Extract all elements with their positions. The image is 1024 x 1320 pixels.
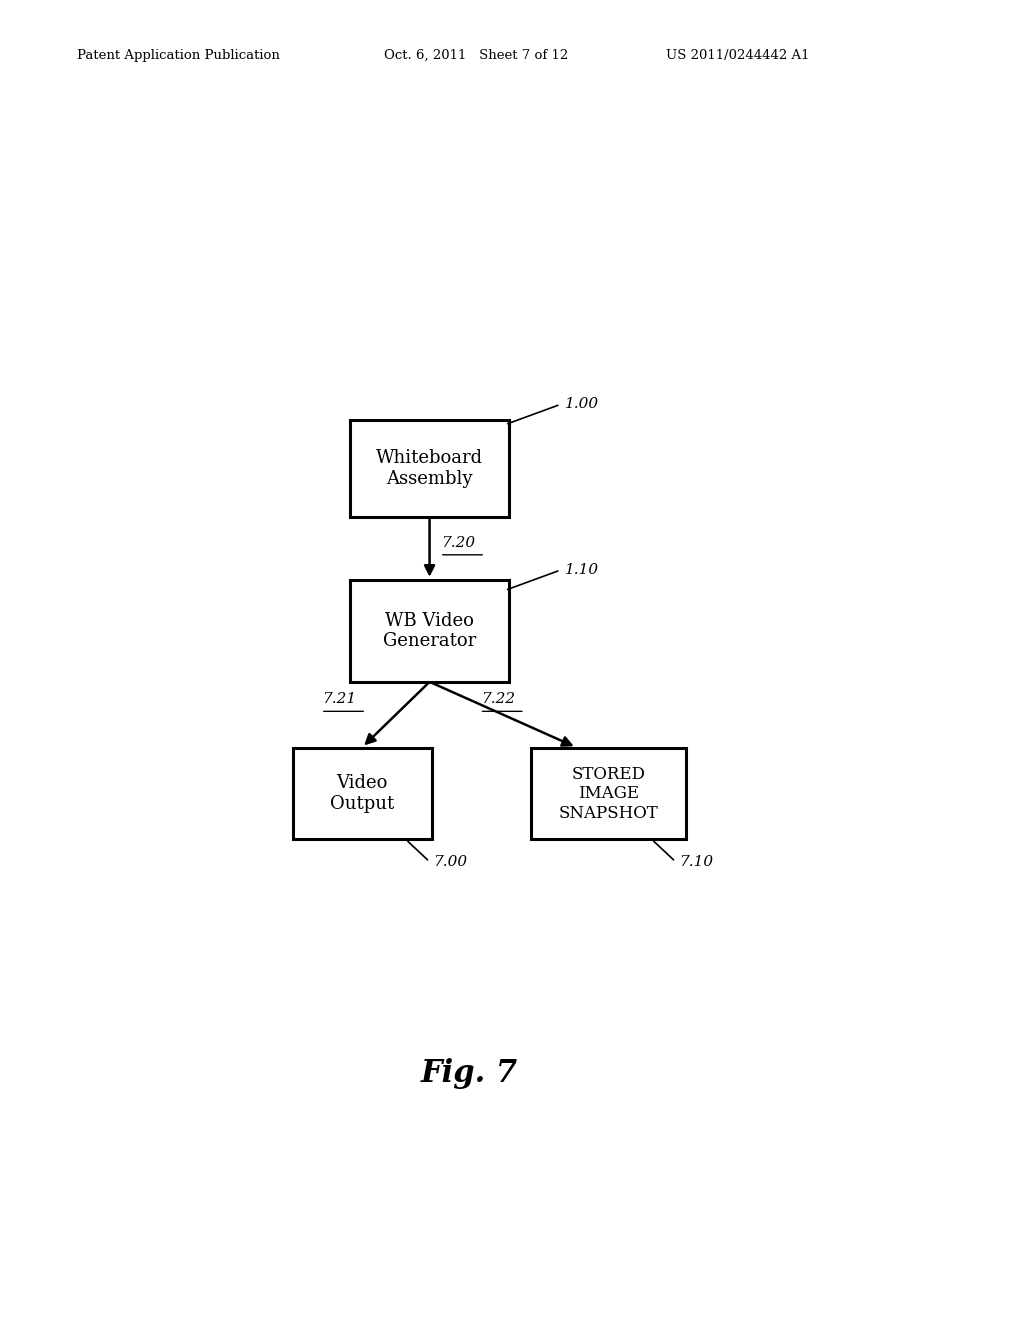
- Bar: [350, 581, 509, 682]
- Text: 7.10: 7.10: [680, 855, 714, 869]
- Bar: [293, 748, 431, 840]
- Text: Oct. 6, 2011   Sheet 7 of 12: Oct. 6, 2011 Sheet 7 of 12: [384, 49, 568, 62]
- Text: Fig. 7: Fig. 7: [421, 1057, 518, 1089]
- Text: 7.21: 7.21: [323, 692, 356, 706]
- Text: US 2011/0244442 A1: US 2011/0244442 A1: [666, 49, 809, 62]
- Text: Patent Application Publication: Patent Application Publication: [77, 49, 280, 62]
- Text: STORED
IMAGE
SNAPSHOT: STORED IMAGE SNAPSHOT: [558, 766, 658, 822]
- Text: 7.20: 7.20: [441, 536, 475, 549]
- Text: 1.00: 1.00: [564, 397, 599, 412]
- Bar: [350, 420, 509, 516]
- Text: 7.00: 7.00: [433, 855, 468, 869]
- Text: Whiteboard
Assembly: Whiteboard Assembly: [376, 449, 483, 488]
- Text: 1.10: 1.10: [564, 564, 599, 577]
- Text: Video
Output: Video Output: [330, 775, 394, 813]
- Bar: [530, 748, 685, 840]
- Text: WB Video
Generator: WB Video Generator: [383, 611, 476, 651]
- Text: 7.22: 7.22: [481, 692, 515, 706]
